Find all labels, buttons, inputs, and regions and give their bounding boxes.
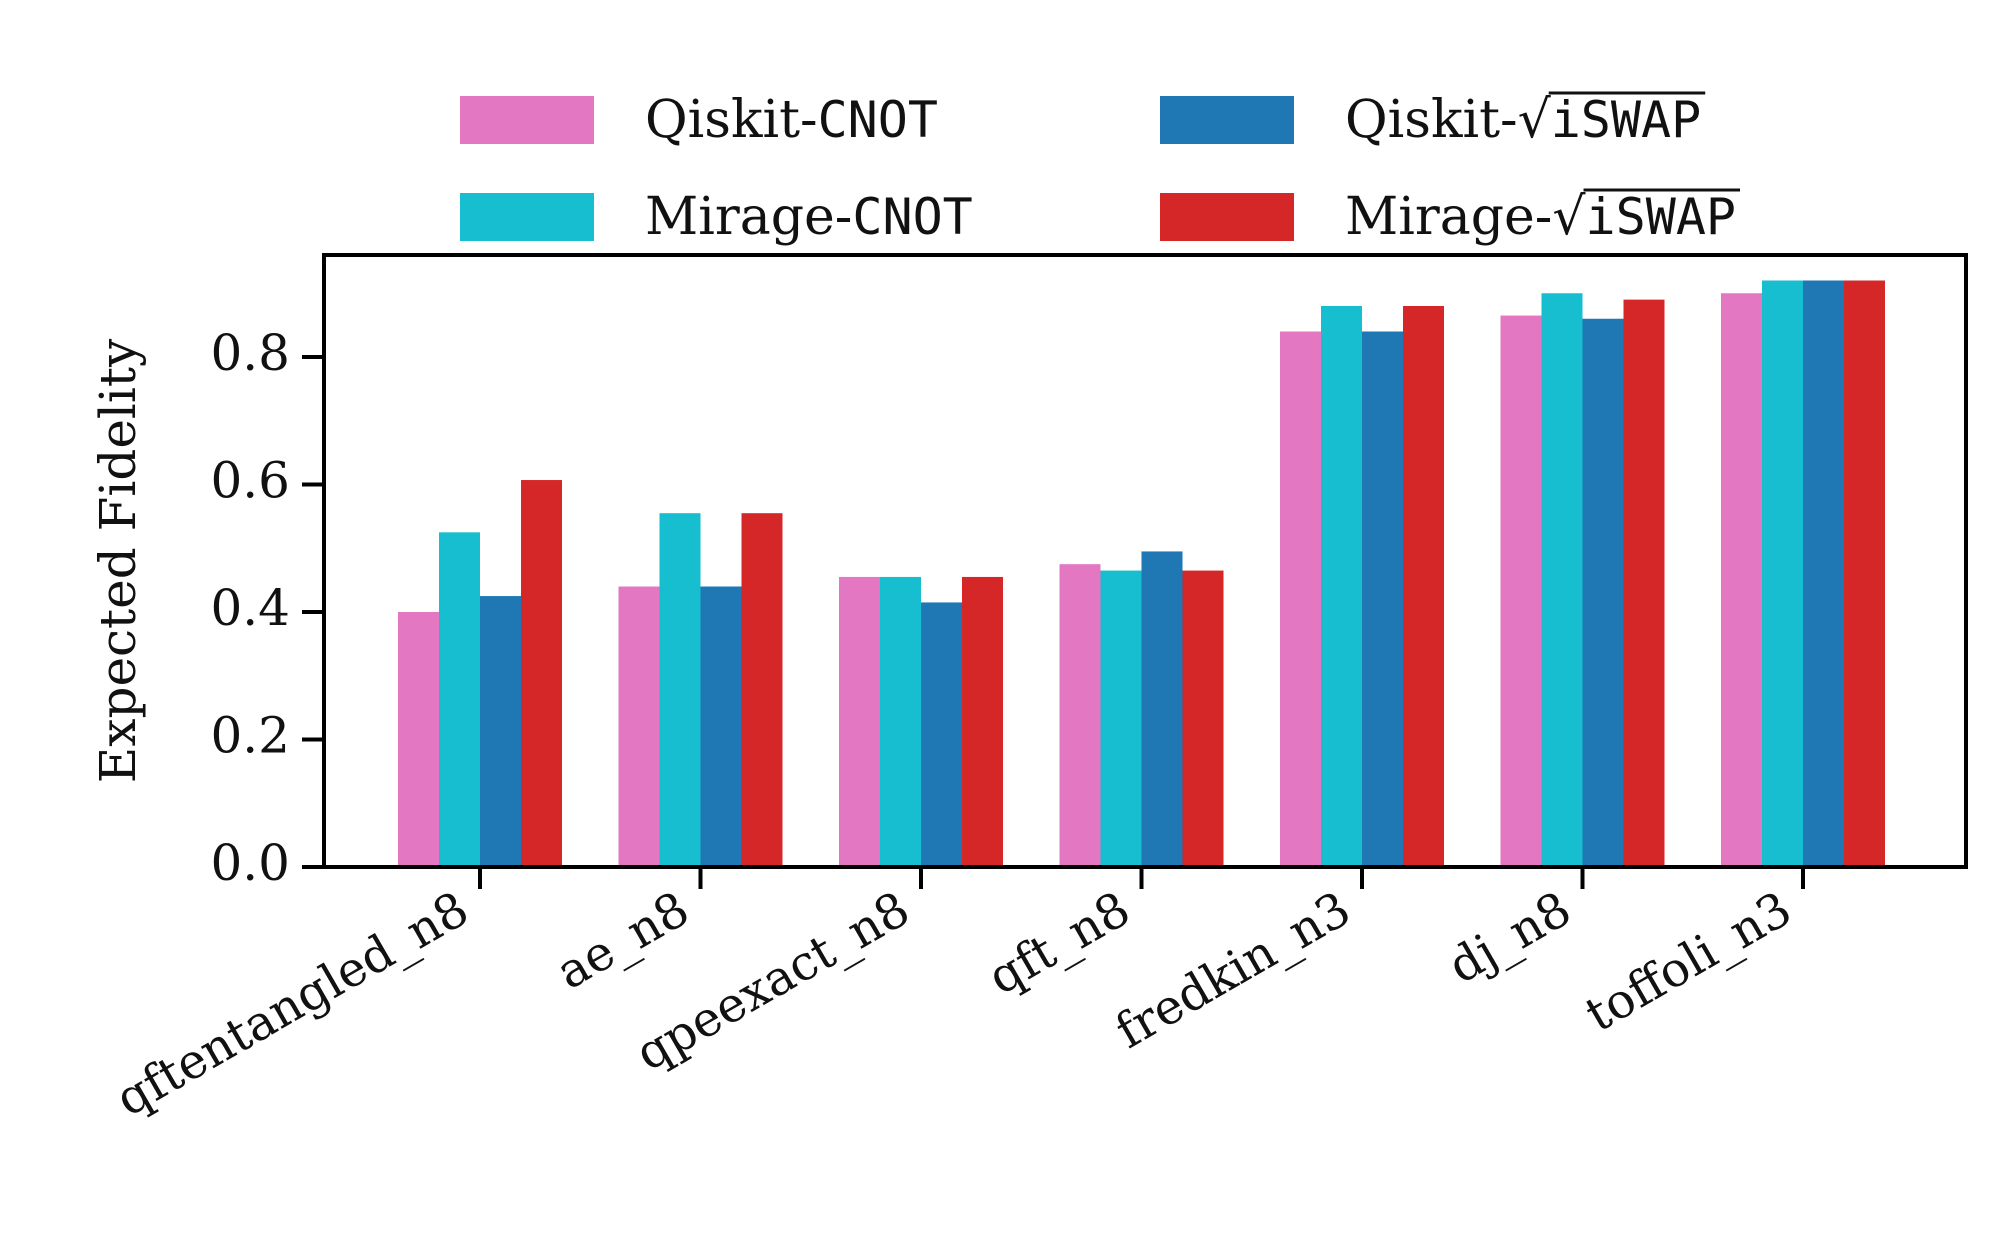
legend-entry-label: Mirage-√iSWAP [1345, 187, 1736, 247]
legend-prefix: Qiskit- [645, 90, 818, 150]
y-tick-label: 0.8 [210, 324, 290, 382]
bar-1-5 [1541, 293, 1583, 867]
bar-2-2 [921, 602, 962, 867]
bar-0-3 [1059, 564, 1101, 867]
x-tick-label: fredkin_n3 [1106, 881, 1360, 1060]
bar-1-1 [659, 513, 701, 867]
y-tick-label: 0.2 [210, 707, 290, 765]
bar-3-1 [741, 513, 783, 867]
bar-2-3 [1141, 551, 1183, 867]
bar-1-4 [1321, 306, 1362, 867]
legend-swatch [460, 193, 594, 241]
bar-1-6 [1762, 280, 1803, 867]
legend-swatch [1160, 96, 1294, 144]
bar-1-0 [439, 532, 480, 867]
legend-swatch [1160, 193, 1294, 241]
bar-2-1 [700, 586, 742, 867]
legend-prefix: Qiskit- [1345, 90, 1518, 150]
bar-0-4 [1280, 331, 1321, 867]
bar-2-4 [1362, 331, 1403, 867]
bar-2-6 [1803, 280, 1844, 867]
bar-3-0 [521, 480, 562, 867]
legend: Qiskit-CNOTMirage-CNOTQiskit-√iSWAPMirag… [460, 90, 1741, 247]
x-tick-label: toffoli_n3 [1576, 881, 1801, 1043]
legend-entry-label: Qiskit-CNOT [645, 90, 938, 150]
y-axis-label: Expected Fidelity [89, 338, 147, 783]
bar-3-6 [1844, 280, 1885, 867]
legend-prefix: Mirage- [645, 187, 852, 247]
bar-3-3 [1182, 570, 1224, 867]
bar-3-2 [962, 576, 1003, 867]
legend-entry-label: Mirage-CNOT [645, 187, 973, 247]
bar-1-2 [880, 576, 921, 867]
bar-0-1 [618, 586, 660, 867]
sqrt-symbol: √ [1552, 187, 1586, 247]
bars [398, 280, 1885, 867]
legend-gate: CNOT [852, 188, 972, 246]
plot-frame [322, 253, 1968, 869]
legend-gate: iSWAP [1551, 91, 1702, 149]
legend-gate: CNOT [818, 91, 938, 149]
bar-0-6 [1721, 293, 1762, 867]
legend-entry-label: Qiskit-√iSWAP [1345, 90, 1701, 150]
bar-3-4 [1403, 306, 1444, 867]
bar-0-0 [398, 612, 439, 867]
y-tick-label: 0.6 [210, 452, 290, 510]
y-axis: 0.0 0.2 0.4 0.6 0.8 [210, 324, 324, 892]
bar-0-2 [839, 576, 880, 867]
legend-gate: iSWAP [1586, 188, 1737, 246]
x-tick-label: dj_n8 [1439, 881, 1581, 995]
bar-2-5 [1582, 318, 1624, 867]
bar-2-0 [480, 596, 521, 867]
bar-3-5 [1623, 299, 1665, 867]
x-tick-label: qft_n8 [979, 881, 1140, 1006]
bar-1-3 [1100, 570, 1142, 867]
bar-0-5 [1500, 315, 1542, 867]
sqrt-symbol: √ [1518, 90, 1552, 150]
y-tick-label: 0.0 [210, 834, 290, 892]
x-tick-label: qftentangled_n8 [107, 881, 478, 1128]
y-tick-label: 0.4 [210, 579, 290, 637]
legend-prefix: Mirage- [1345, 187, 1552, 247]
x-tick-label: ae_n8 [547, 881, 698, 1001]
legend-swatch [460, 96, 594, 144]
